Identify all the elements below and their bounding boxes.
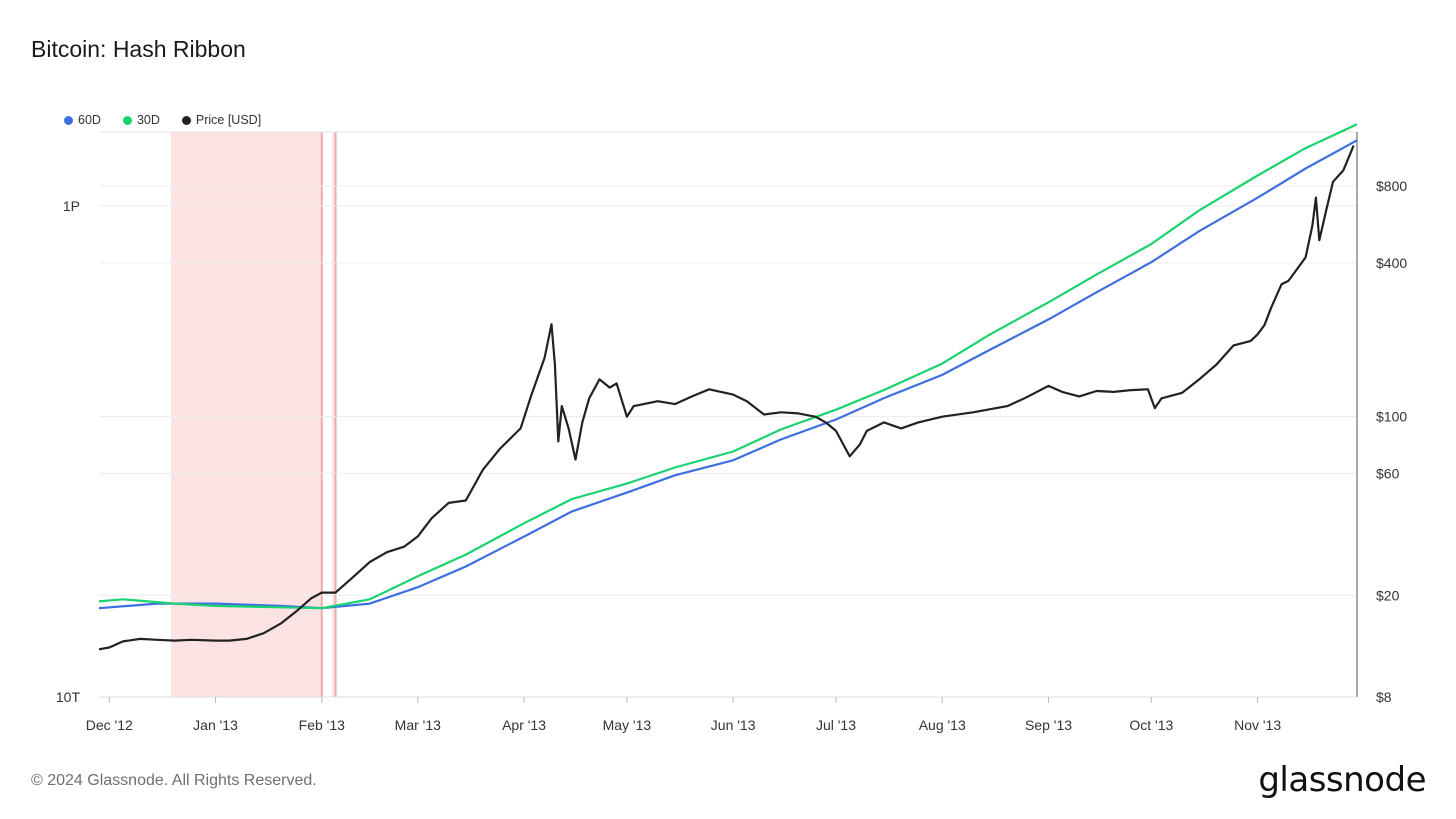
glassnode-logo[interactable]: glassnode <box>1258 760 1426 800</box>
legend-item-price[interactable]: Price [USD] <box>181 113 262 127</box>
x-axis-tick-label: Mar '13 <box>395 717 441 733</box>
right-axis-tick-label: $60 <box>1376 465 1400 481</box>
right-axis-tick-label: $20 <box>1376 587 1400 603</box>
x-axis-tick-label: Sep '13 <box>1025 717 1072 733</box>
x-axis-tick-label: Nov '13 <box>1234 717 1281 733</box>
x-axis-tick-label: Dec '12 <box>86 717 133 733</box>
axes <box>99 131 1358 703</box>
x-axis-tick-label: Feb '13 <box>299 717 345 733</box>
right-axis-tick-label: $8 <box>1376 689 1392 705</box>
right-axis-tick-label: $400 <box>1376 255 1407 271</box>
left-axis-tick-label: 10T <box>56 689 81 705</box>
legend-item-30d[interactable]: 30D <box>122 113 160 127</box>
copyright-text: © 2024 Glassnode. All Rights Reserved. <box>31 772 317 789</box>
legend-label-60d: 60D <box>78 113 101 127</box>
capitulation-bands <box>170 132 337 697</box>
legend-dot-price <box>181 115 191 125</box>
x-axis-tick-label: May '13 <box>603 717 652 733</box>
x-axis-tick-label: Jun '13 <box>711 717 756 733</box>
legend-dot-30d <box>122 115 132 125</box>
chart-title: Bitcoin: Hash Ribbon <box>31 36 246 62</box>
x-axis-tick-label: Jan '13 <box>193 717 238 733</box>
capitulation-band-0 <box>170 132 322 697</box>
x-axis-tick-label: Jul '13 <box>816 717 856 733</box>
left-axis-tick-label: 1P <box>63 198 80 214</box>
x-axis-tick-label: Oct '13 <box>1129 717 1173 733</box>
x-axis-tick-label: Apr '13 <box>502 717 546 733</box>
axis-labels: $8 $20 $60 $100 $400 $800 10T 1P Dec '12 Jan '13 F… <box>56 178 1407 733</box>
legend-label-30d: 30D <box>136 113 160 127</box>
chart-legend: 60D 30D Price [USD] <box>64 113 261 127</box>
series-line-30d <box>98 123 1358 610</box>
x-axis-tick-label: Aug '13 <box>919 717 966 733</box>
right-axis-tick-label: $100 <box>1376 409 1407 425</box>
legend-dot-60d <box>64 115 73 125</box>
legend-item-60d[interactable]: 60D <box>64 113 101 127</box>
right-axis-tick-label: $800 <box>1376 178 1407 194</box>
series-line-price-usd <box>98 145 1355 651</box>
series-lines <box>98 123 1358 651</box>
capitulation-band-1 <box>332 132 336 697</box>
legend-label-price: Price [USD] <box>195 113 262 127</box>
